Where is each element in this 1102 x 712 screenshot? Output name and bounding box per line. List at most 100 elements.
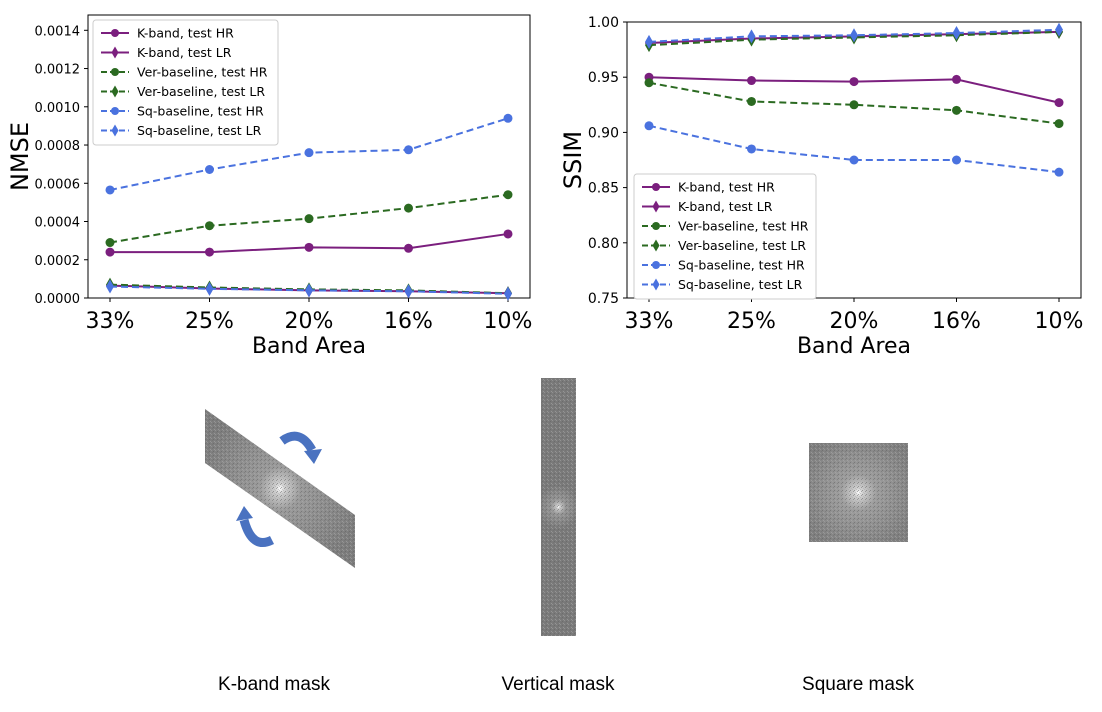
y-axis-label: SSIM <box>559 131 587 189</box>
legend-marker <box>111 46 119 59</box>
kband-mask-image <box>205 409 355 568</box>
data-point <box>644 78 654 88</box>
series-line <box>648 81 1060 125</box>
legend-label: K-band, test LR <box>678 199 773 214</box>
data-point <box>849 77 859 87</box>
legend-marker <box>652 183 660 191</box>
data-point <box>205 165 214 175</box>
vertical-mask-caption: Vertical mask <box>501 674 615 695</box>
legend-marker <box>652 200 660 213</box>
y-tick-label: 0.80 <box>588 236 619 252</box>
data-point <box>105 185 115 195</box>
legend-marker <box>652 222 660 230</box>
series-line <box>648 28 1060 43</box>
data-point <box>205 221 214 231</box>
legend-label: K-band, test LR <box>137 45 232 60</box>
legend-label: K-band, test HR <box>678 180 775 195</box>
vertical-mask-image <box>541 378 576 636</box>
data-point <box>1054 98 1064 108</box>
data-point <box>404 243 413 253</box>
y-tick-label: 0.90 <box>588 125 619 141</box>
legend-label: K-band, test HR <box>137 26 234 41</box>
y-tick-label: 0.0000 <box>35 292 81 307</box>
data-point <box>304 148 314 158</box>
legend-marker <box>652 278 660 291</box>
legend-box <box>92 19 279 146</box>
nmse-chart: 0.0000 0.0002 0.0004 0.0006 0.0008 0.0010 0.00… <box>6 14 533 359</box>
legend-marker <box>111 124 119 137</box>
data-point <box>747 144 756 154</box>
legend-marker <box>111 68 119 76</box>
rotate-arrow-icon <box>239 431 316 547</box>
y-tick-label: 0.0010 <box>35 101 81 116</box>
data-point <box>747 29 756 44</box>
data-point <box>645 34 653 49</box>
data-point <box>644 121 654 131</box>
x-tick-label: 20% <box>285 309 334 334</box>
legend-label: Sq-baseline, test LR <box>678 277 803 292</box>
x-tick-label: 16% <box>932 309 981 334</box>
data-point <box>105 247 115 257</box>
data-point <box>304 214 314 224</box>
data-point <box>747 76 756 86</box>
y-tick-label: 0.0014 <box>35 24 81 39</box>
y-tick-label: 0.0006 <box>35 177 81 192</box>
data-point <box>1055 22 1063 37</box>
legend-marker <box>111 107 119 115</box>
x-tick-label: 33% <box>625 309 674 334</box>
legend-marker <box>652 239 660 252</box>
legend-label: Ver-baseline, test HR <box>678 219 809 234</box>
x-tick-label: 33% <box>86 309 135 334</box>
data-point <box>304 242 314 252</box>
legend-marker <box>652 261 660 269</box>
data-point <box>404 145 413 155</box>
data-point <box>850 28 858 43</box>
legend-label: Ver-baseline, test HR <box>137 65 268 80</box>
series-line <box>648 30 1060 47</box>
y-tick-label: 1.00 <box>588 15 619 31</box>
data-point <box>1054 167 1064 177</box>
data-point <box>106 279 114 294</box>
data-point <box>849 155 859 165</box>
y-tick-label: 0.0012 <box>35 63 81 78</box>
ssim-chart: 0.75 0.80 0.85 0.90 0.95 1.00 33% 25% 20% 16% 10% B… <box>559 15 1084 359</box>
kband-mask-caption: K-band mask <box>218 674 330 695</box>
data-point <box>849 100 859 110</box>
legend-label: Sq-baseline, test HR <box>678 258 805 273</box>
square-mask-image <box>809 443 908 542</box>
y-tick-label: 0.0002 <box>35 254 81 269</box>
data-point <box>105 238 115 248</box>
x-tick-label: 16% <box>384 309 433 334</box>
y-tick-label: 0.75 <box>588 291 619 307</box>
y-tick-label: 0.95 <box>588 70 619 86</box>
legend-label: Sq-baseline, test HR <box>137 104 264 119</box>
data-point <box>503 229 513 239</box>
x-tick-label: 20% <box>830 309 879 334</box>
y-tick-label: 0.85 <box>588 181 619 197</box>
data-point <box>952 155 961 165</box>
x-tick-label: 25% <box>185 309 234 334</box>
square-mask-caption: Square mask <box>802 674 914 695</box>
x-tick-label: 25% <box>727 309 776 334</box>
legend-marker <box>111 85 119 98</box>
series-line <box>648 124 1060 174</box>
rotate-arrowhead-icon <box>304 449 322 464</box>
data-point <box>747 96 756 106</box>
y-tick-label: 0.0004 <box>35 216 81 231</box>
x-tick-label: 10% <box>1035 309 1084 334</box>
x-axis-label: Band Area <box>797 334 911 359</box>
x-tick-label: 10% <box>484 309 533 334</box>
data-point <box>952 26 961 41</box>
data-point <box>404 203 413 213</box>
data-point <box>205 247 214 257</box>
data-point <box>305 283 313 298</box>
legend-marker <box>111 29 119 37</box>
x-axis-label: Band Area <box>252 334 366 359</box>
y-axis-label: NMSE <box>6 122 34 191</box>
data-point <box>952 105 961 115</box>
data-point <box>205 281 214 296</box>
data-point <box>1054 119 1064 129</box>
legend-label: Ver-baseline, test LR <box>137 84 265 99</box>
legend-label: Sq-baseline, test LR <box>137 123 262 138</box>
data-point <box>952 74 961 84</box>
